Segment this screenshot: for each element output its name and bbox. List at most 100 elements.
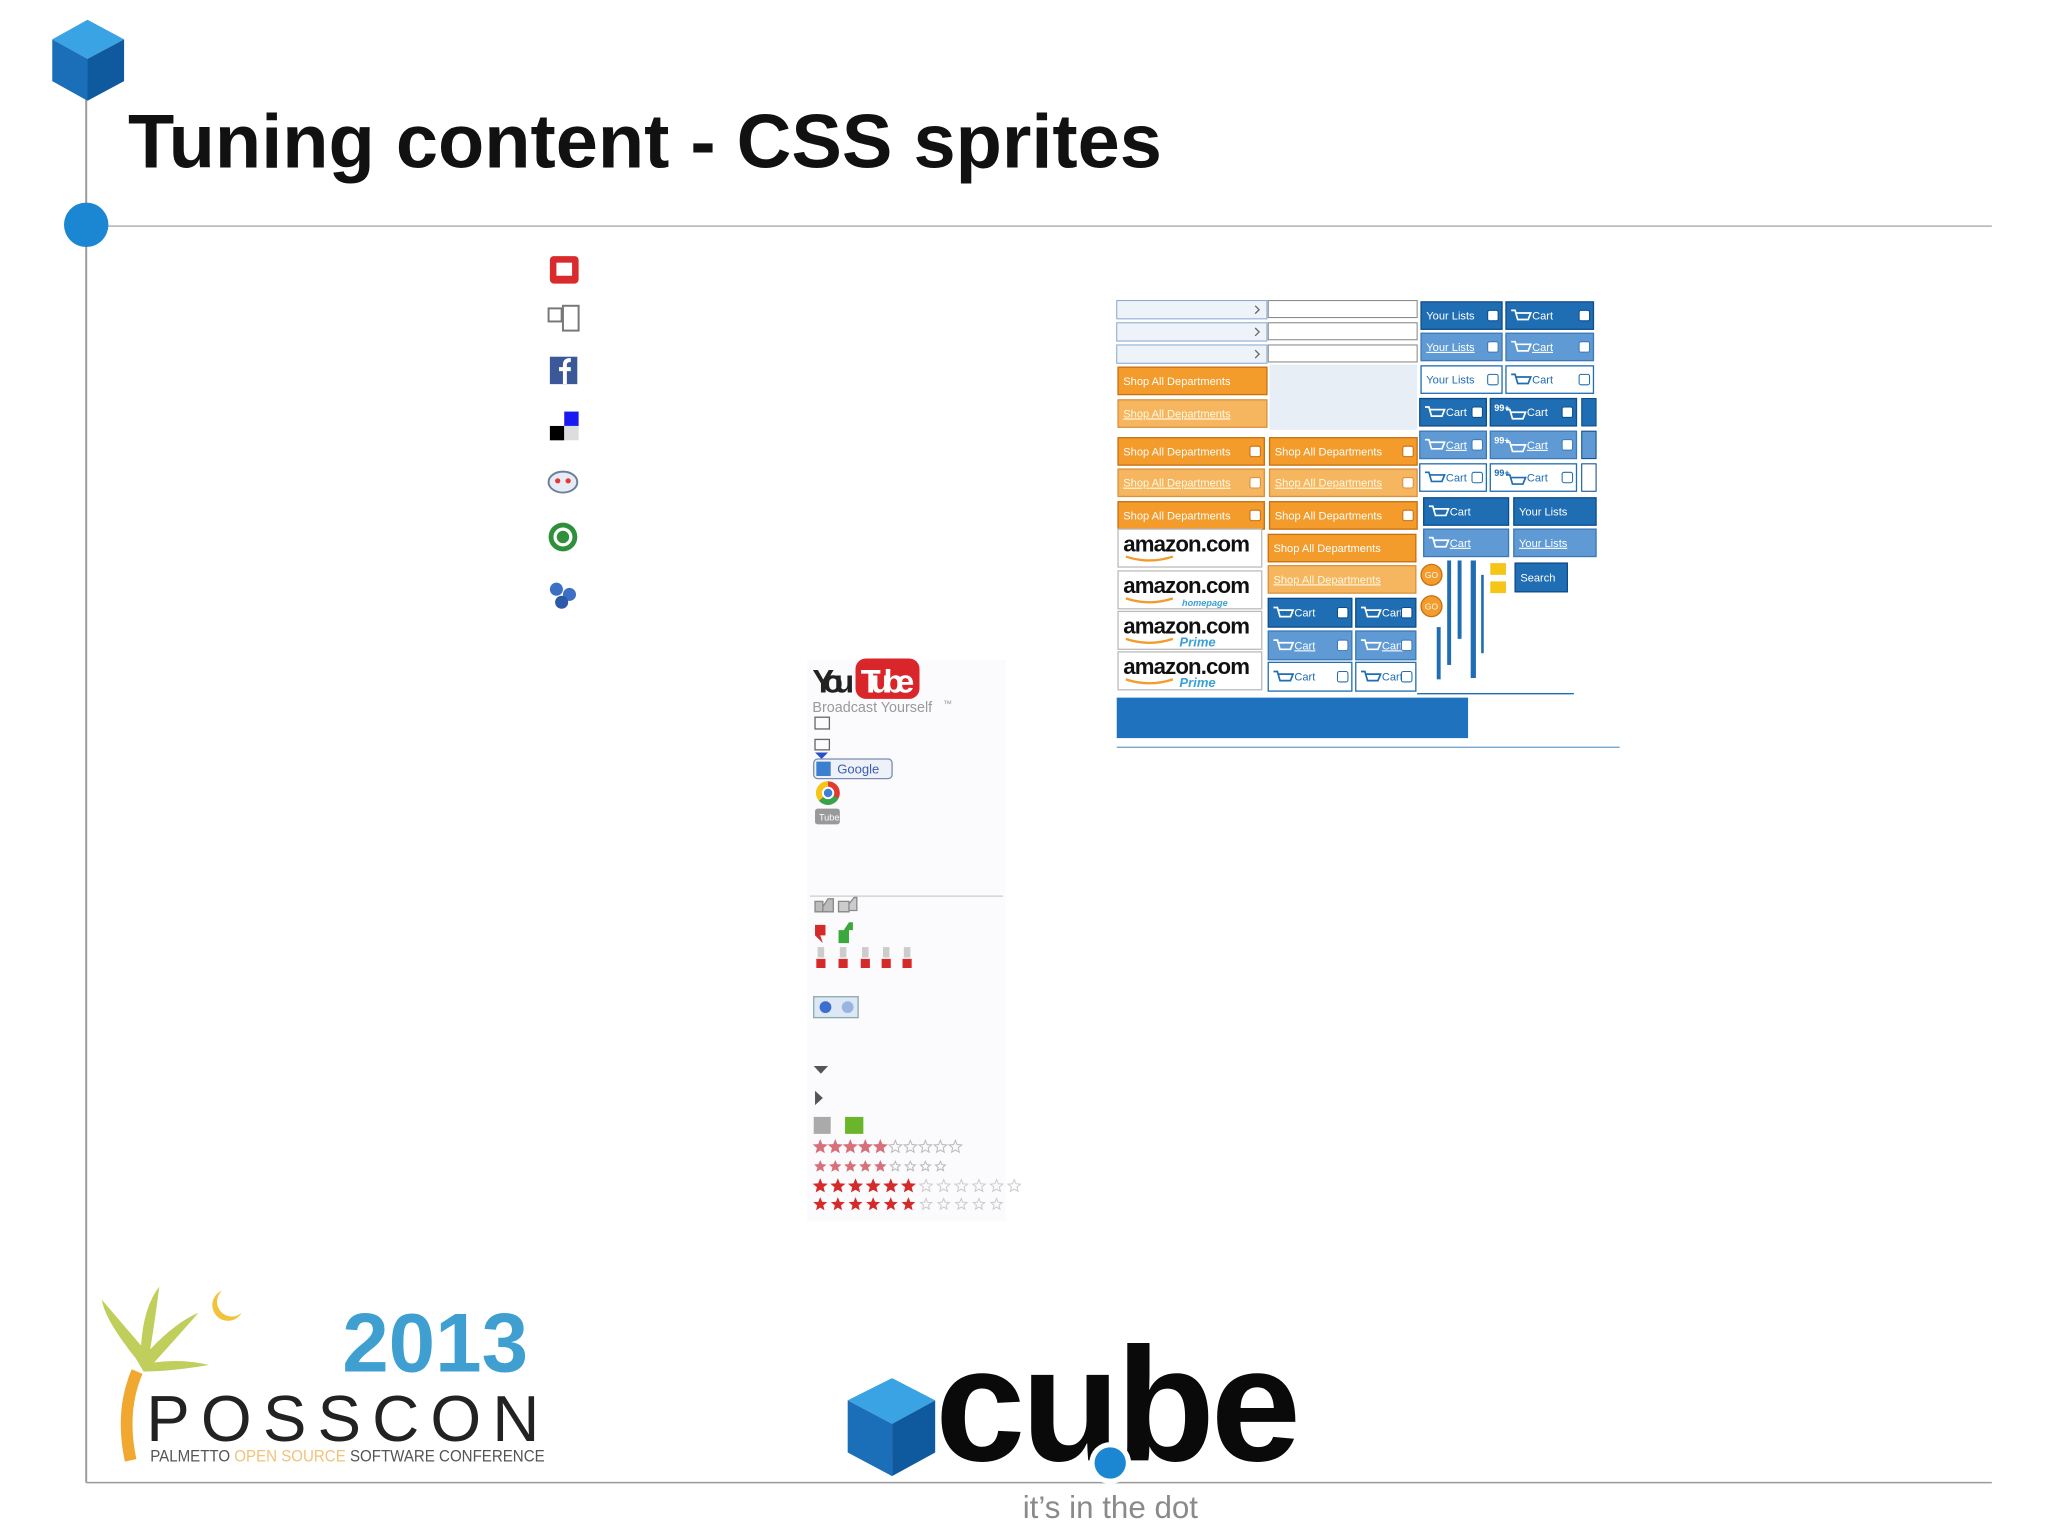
sprite-button [1513,528,1597,558]
button-label: Cart [1382,640,1403,652]
amazon-logo: amazon.com [1123,531,1250,556]
icon [816,761,831,776]
sprite-sliver [1490,563,1506,575]
star [919,1159,932,1172]
icon [817,947,825,958]
button-label: Your Lists [1426,342,1475,354]
slide-title: Tuning content - CSS sprites [128,99,1162,184]
icon [816,958,826,968]
star [813,1197,828,1211]
star [988,1178,1005,1193]
dropdown-icon [1402,509,1414,522]
dropdown-icon [1487,373,1499,386]
dropdown-icon [1402,477,1414,489]
dropdown-icon [1487,341,1499,353]
youtube-tube: Tube [861,662,915,699]
tagline-part: PALMETTO [150,1448,234,1466]
sprite-row [1116,300,1268,320]
cart-icon [1428,536,1450,548]
icon [555,478,561,484]
cart-icon [1428,505,1450,517]
star [953,1178,969,1193]
amazon-smile [1125,597,1174,604]
dropdown-icon [1561,471,1574,484]
sprite-sliver [1447,560,1452,665]
tube-icon-box [815,808,840,825]
amazon-smile [1125,637,1174,644]
button-label: Cart [1382,672,1403,684]
button-label: Cart [1382,608,1403,620]
star [830,1197,845,1211]
icon [561,304,580,332]
icon [547,470,579,494]
sprite-sliver [1470,560,1476,679]
star [917,1139,933,1154]
icon [559,358,571,385]
button-label: Shop All Departments [1123,446,1231,458]
google-button [813,758,893,780]
go-label: GO [1425,601,1439,611]
button-label: Cart [1294,640,1315,652]
sprite-button [1423,528,1510,558]
icon [556,262,573,276]
sprite-button [1514,562,1568,593]
rating-stars [812,1139,1022,1211]
input-box [1267,322,1418,341]
cart-icon [1273,639,1295,651]
button-label: Shop All Departments [1275,510,1383,522]
sprite-button [1268,468,1418,498]
logo-sub: Prime [1179,675,1215,690]
sprite-button [1513,497,1597,526]
icon [814,738,831,751]
star [904,1159,917,1172]
cart-icon [1360,670,1382,682]
sprite-sliver [1581,430,1597,460]
icon [837,896,858,913]
button-label: Cart [1446,407,1467,419]
button-label: Cart [1446,440,1467,452]
icon [815,924,826,944]
icon [841,1001,854,1014]
moon [212,1290,242,1321]
icon [838,922,853,944]
star [844,1159,857,1172]
dropdown-icon [1487,309,1499,322]
dropdown-icon [1578,309,1591,322]
button-label: Your Lists [1519,538,1568,550]
go-button [1420,595,1443,618]
cart-icon [1511,373,1533,385]
button-label: Your Lists [1519,506,1568,518]
icon [819,1001,832,1014]
button-label: Cart [1446,472,1467,484]
star [971,1178,987,1193]
star [812,1178,828,1193]
button-label: Cart [1294,672,1315,684]
arrow-icon [1254,349,1261,359]
star [829,1159,842,1172]
button-label: Cart [1532,375,1553,387]
icon [845,1116,864,1134]
sprite-button [1117,468,1265,498]
sprite-button [1268,437,1418,466]
icon [549,425,565,441]
star [901,1197,916,1211]
icon [815,752,829,760]
sprite-sliver [1436,627,1441,680]
sprite-button [1117,437,1265,466]
icon [815,781,829,801]
sprite-button [1117,366,1268,396]
cart-icon [1360,639,1382,651]
button-label: Your Lists [1426,375,1475,387]
icon [555,595,569,609]
dropdown-icon [1400,639,1413,652]
cart-icon [1505,408,1527,420]
star [827,1139,843,1154]
icon [549,582,563,596]
amazon-smile [1125,678,1174,685]
sprite-sliver [1457,560,1462,639]
dropdown-icon [1561,439,1574,451]
icon [564,425,579,441]
dropdown-icon [1578,341,1591,353]
star [936,1197,951,1211]
